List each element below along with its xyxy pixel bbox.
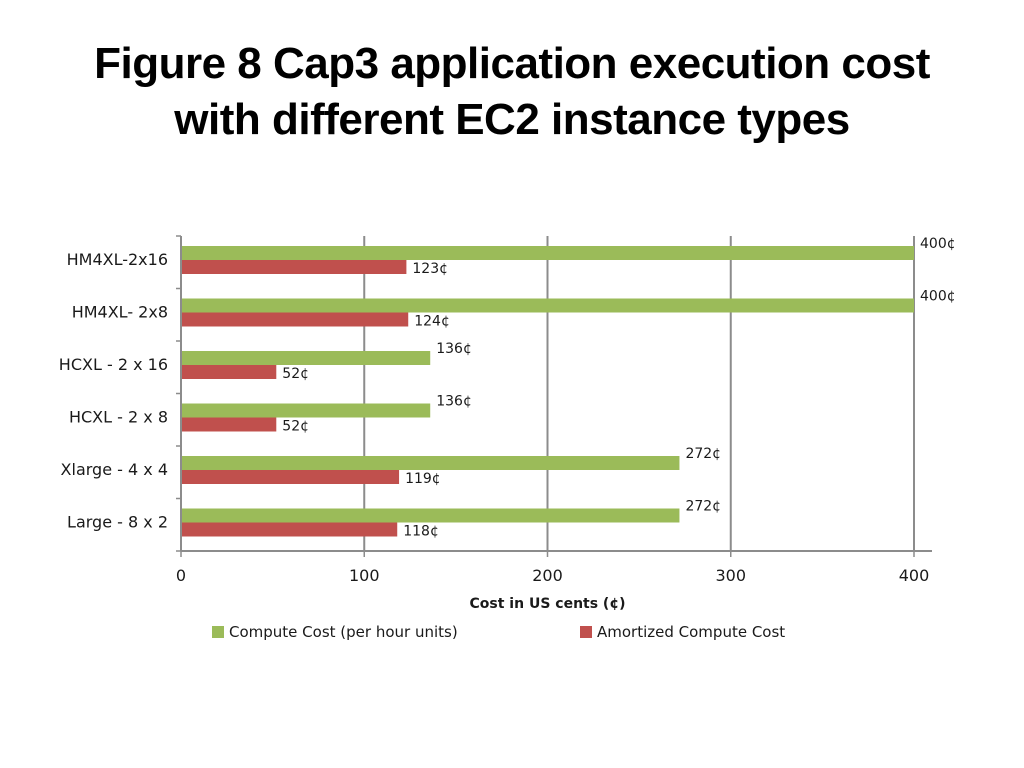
x-tick-label-4: 400 <box>899 566 930 585</box>
x-tick-label-2: 200 <box>532 566 563 585</box>
category-label-2: HCXL - 2 x 16 <box>59 355 168 374</box>
bar-compute-0 <box>181 246 914 260</box>
x-tick-label-1: 100 <box>349 566 380 585</box>
data-label-amortized-5: 118¢ <box>403 524 439 540</box>
bar-compute-5 <box>181 508 680 523</box>
data-label-compute-4: 272¢ <box>685 446 721 462</box>
legend-swatch-amortized <box>580 626 592 638</box>
x-tick-label-3: 300 <box>715 566 746 585</box>
data-label-compute-2: 136¢ <box>436 341 472 357</box>
bar-compute-3 <box>181 403 431 418</box>
bar-amortized-5 <box>181 522 398 537</box>
bar-compute-1 <box>181 298 914 313</box>
legend-label-amortized: Amortized Compute Cost <box>597 623 785 641</box>
data-label-compute-0: 400¢ <box>920 236 956 252</box>
category-label-4: Xlarge - 4 x 4 <box>61 460 168 479</box>
bar-amortized-3 <box>181 417 277 432</box>
data-label-compute-3: 136¢ <box>436 394 472 410</box>
data-label-compute-5: 272¢ <box>685 499 721 515</box>
category-label-5: Large - 8 x 2 <box>67 513 168 532</box>
bar-amortized-1 <box>181 312 409 327</box>
slide-title: Figure 8 Cap3 application execution cost… <box>40 36 984 148</box>
bar-amortized-0 <box>181 260 407 274</box>
x-axis-title: Cost in US cents (¢) <box>470 596 626 612</box>
slide-title-line-2: with different EC2 instance types <box>174 95 850 144</box>
bar-amortized-2 <box>181 365 277 379</box>
data-label-amortized-2: 52¢ <box>282 366 309 382</box>
data-label-compute-1: 400¢ <box>920 289 956 305</box>
category-label-3: HCXL - 2 x 8 <box>69 408 168 427</box>
category-label-0: HM4XL-2x16 <box>67 250 168 269</box>
data-label-amortized-3: 52¢ <box>282 419 309 435</box>
legend-label-compute: Compute Cost (per hour units) <box>229 623 458 641</box>
data-label-amortized-0: 123¢ <box>412 261 448 277</box>
legend-swatch-compute <box>212 626 224 638</box>
slide-title-line-1: Figure 8 Cap3 application execution cost <box>94 39 930 88</box>
category-label-1: HM4XL- 2x8 <box>72 303 168 322</box>
bar-amortized-4 <box>181 470 400 484</box>
x-tick-label-0: 0 <box>176 566 186 585</box>
data-label-amortized-4: 119¢ <box>405 471 441 487</box>
data-label-amortized-1: 124¢ <box>414 314 450 330</box>
bar-compute-2 <box>181 351 431 365</box>
bar-compute-4 <box>181 456 680 470</box>
